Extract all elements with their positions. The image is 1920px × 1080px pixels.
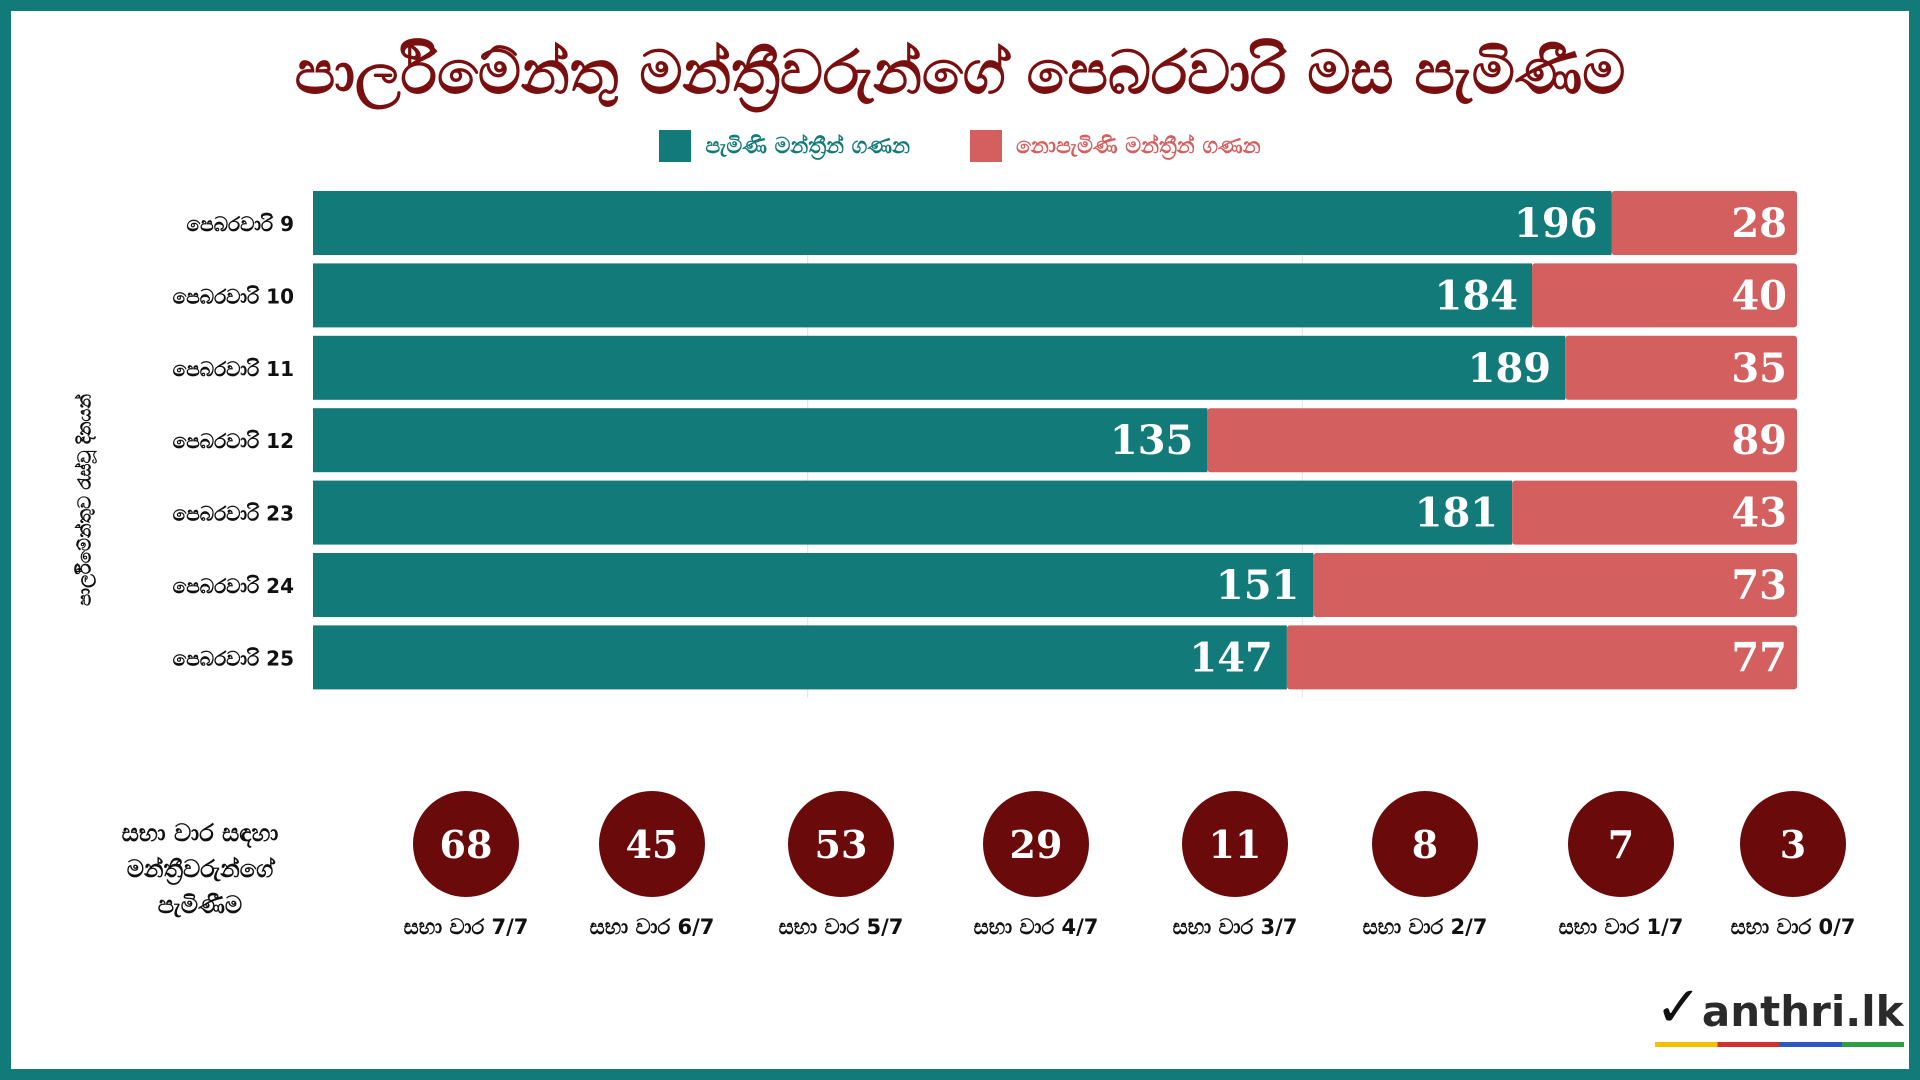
manthri-logo: ✓anthri.lk xyxy=(1655,975,1904,1047)
bar-present-7 xyxy=(313,625,1287,690)
bar-absent-7 xyxy=(1286,625,1797,690)
category-tick-label-6: පෙබරවාරි 24 xyxy=(173,574,294,598)
data-label-present-5: 181 xyxy=(1415,490,1499,537)
attendance-count-circle: 7 xyxy=(1568,791,1674,897)
attendance-item-1: 68 සභා වාර 7/7 xyxy=(371,791,561,940)
legend-swatch-absent xyxy=(969,130,1002,162)
data-label-present-4: 135 xyxy=(1110,417,1194,464)
attendance-session-label: සභා වාර 3/7 xyxy=(1172,915,1298,939)
attendance-count-circle: 11 xyxy=(1182,791,1288,897)
attendance-item-5: 11 සභා වාර 3/7 xyxy=(1140,791,1330,940)
bar-absent-3 xyxy=(1565,335,1797,400)
attendance-item-8: 3 සභා වාර 0/7 xyxy=(1698,791,1888,940)
category-tick-label-1: පෙබරවාරි 9 xyxy=(187,212,294,236)
attendance-label-line-3: පැමිණීම xyxy=(157,891,243,919)
bar-absent-6 xyxy=(1313,553,1797,617)
legend-item-absent: නොපැමිණි මන්ත්‍රීන් ගණන xyxy=(969,130,1261,162)
data-label-present-7: 147 xyxy=(1189,634,1273,681)
attendance-count-circle: 8 xyxy=(1372,791,1478,897)
check-mark-icon: ✓ xyxy=(1655,975,1702,1040)
bar-absent-2 xyxy=(1532,263,1797,328)
attendance-item-6: 8 සභා වාර 2/7 xyxy=(1330,791,1520,940)
logo-color-bar xyxy=(1655,1042,1904,1047)
attendance-session-label: සභා වාර 5/7 xyxy=(778,915,904,939)
stacked-bar-chart: 196 28 පෙබරවාරි 9 184 40 පෙබරවාරි 10 189 35 පෙබර… xyxy=(173,191,1797,698)
logo-text: anthri.lk xyxy=(1701,987,1904,1036)
attendance-count-circle: 68 xyxy=(413,791,519,897)
attendance-label-line-1: සභා වාර සඳහා xyxy=(121,819,279,847)
attendance-session-label: සභා වාර 0/7 xyxy=(1730,915,1856,939)
attendance-summary-label: සභා වාර සඳහා මන්ත්‍රීවරුන්ගේ පැමිණීම xyxy=(60,815,340,923)
attendance-session-label: සභා වාර 1/7 xyxy=(1558,915,1684,939)
data-label-present-3: 189 xyxy=(1468,345,1552,392)
bar-present-5 xyxy=(313,480,1513,545)
data-label-present-6: 151 xyxy=(1216,562,1300,609)
bar-present-2 xyxy=(313,263,1532,328)
legend-label-present: පැමිණි මන්ත්‍රීන් ගණන xyxy=(705,133,910,159)
legend-item-present: පැමිණි මන්ත්‍රීන් ගණන xyxy=(659,130,910,162)
data-label-present-1: 196 xyxy=(1514,200,1598,247)
attendance-session-label: සභා වාර 6/7 xyxy=(589,915,715,939)
bar-present-1 xyxy=(313,191,1612,255)
category-tick-label-2: පෙබරවාරි 10 xyxy=(173,284,294,308)
category-tick-label-4: පෙබරවාරි 12 xyxy=(173,429,294,453)
bar-present-4 xyxy=(313,408,1208,473)
attendance-session-label: සභා වාර 7/7 xyxy=(403,915,529,939)
bar-absent-5 xyxy=(1512,480,1797,545)
attendance-label-line-2: මන්ත්‍රීවරුන්ගේ xyxy=(126,855,274,883)
bar-absent-4 xyxy=(1207,408,1797,473)
data-label-absent-1: 28 xyxy=(1731,200,1787,247)
bar-absent-1 xyxy=(1611,191,1797,255)
category-tick-label-5: පෙබරවාරි 23 xyxy=(173,502,294,526)
data-label-absent-4: 89 xyxy=(1731,417,1787,464)
attendance-count-circle: 29 xyxy=(983,791,1089,897)
data-label-absent-2: 40 xyxy=(1731,272,1787,319)
data-label-absent-6: 73 xyxy=(1731,562,1787,609)
attendance-session-label: සභා වාර 2/7 xyxy=(1362,915,1488,939)
data-label-present-2: 184 xyxy=(1435,272,1519,319)
attendance-item-4: 29 සභා වාර 4/7 xyxy=(941,791,1131,940)
attendance-count-circle: 3 xyxy=(1740,791,1846,897)
attendance-item-2: 45 සභා වාර 6/7 xyxy=(557,791,747,940)
legend-swatch-present xyxy=(659,130,692,162)
data-label-absent-7: 77 xyxy=(1731,634,1787,681)
bar-present-3 xyxy=(313,335,1566,400)
page-title: පාර්ලිමේන්තු මන්ත්‍රීවරුන්ගේ පෙබරවාරි මස… xyxy=(294,38,1626,108)
bar-present-6 xyxy=(313,553,1314,617)
attendance-count-circle: 53 xyxy=(788,791,894,897)
attendance-count-circle: 45 xyxy=(599,791,705,897)
attendance-item-7: 7 සභා වාර 1/7 xyxy=(1526,791,1716,940)
chart-legend: පැමිණි මන්ත්‍රීන් ගණන නොපැමිණි මන්ත්‍රීන… xyxy=(0,130,1920,162)
legend-label-absent: නොපැමිණි මන්ත්‍රීන් ගණන xyxy=(1015,133,1261,159)
category-tick-label-7: පෙබරවාරි 25 xyxy=(173,646,294,670)
attendance-item-3: 53 සභා වාර 5/7 xyxy=(746,791,936,940)
attendance-session-label: සභා වාර 4/7 xyxy=(973,915,1099,939)
category-tick-label-3: පෙබරවාරි 11 xyxy=(173,357,294,381)
data-label-absent-5: 43 xyxy=(1731,490,1787,537)
data-label-absent-3: 35 xyxy=(1731,345,1787,392)
